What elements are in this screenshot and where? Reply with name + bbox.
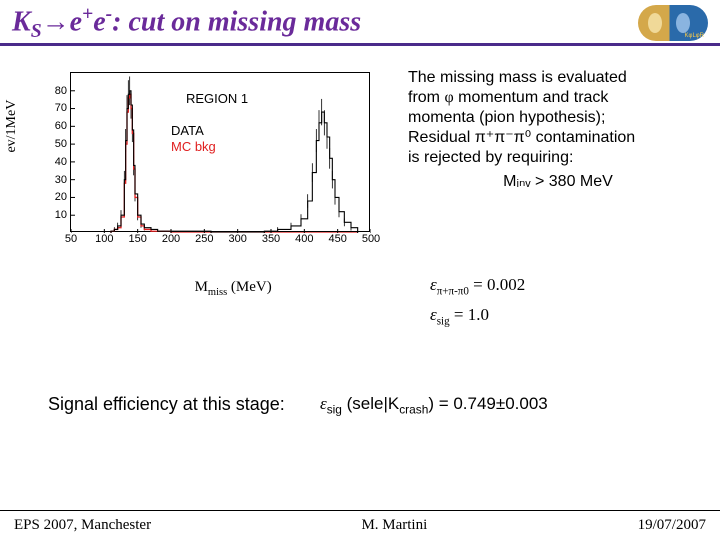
ytick: 40 [55,156,71,168]
xtick: 450 [328,231,346,245]
missing-mass-chart: ev/1MeV REGION 1 DATA MC bkg 10203040506… [30,66,390,276]
desc-l4b: contamination [531,129,635,146]
stage-eps-sub: sig [327,402,342,416]
ytick: 10 [55,209,71,221]
efficiency-block: επ+π-π0 = 0.002 εsig = 1.0 [430,271,525,331]
eps-sig-sub: sig [437,315,450,327]
ytick: 20 [55,191,71,203]
desc-line2: from φ momentum and track [408,88,708,108]
pion-symbols: π⁺π⁻π⁰ [475,129,531,146]
content-area: ev/1MeV REGION 1 DATA MC bkg 10203040506… [0,46,720,476]
chart-xlabel: Mmiss (MeV) [195,279,272,298]
xtick: 350 [262,231,280,245]
description-text: The missing mass is evaluated from φ mom… [408,68,708,192]
xlabel-unit: (MeV) [227,279,272,295]
chart-legend-data: DATA [171,123,204,140]
ytick: 30 [55,174,71,186]
xtick: 400 [295,231,313,245]
stage-efficiency-value: εsig (sele|Kcrash) = 0.749±0.003 [320,394,548,416]
xtick: 500 [362,231,380,245]
logo-text: KφLφR [685,33,704,39]
chart-ylabel: ev/1MeV [4,100,20,153]
stage-eps: ε [320,394,327,413]
eff-bkg: επ+π-π0 = 0.002 [430,271,525,301]
xlabel-sub: miss [208,287,227,298]
eps-bkg: ε [430,275,437,294]
title-rest: : cut on missing mass [112,6,361,37]
title-e1: e [70,6,82,37]
ytick: 80 [55,85,71,97]
stage-efficiency-label: Signal efficiency at this stage: [48,394,285,415]
stage-paren: (sele|K [342,394,399,413]
chart-region-label: REGION 1 [186,91,248,108]
ytick: 50 [55,138,71,150]
desc-line3: momenta (pion hypothesis); [408,108,708,128]
xlabel-M: M [195,279,208,295]
ytick: 60 [55,120,71,132]
chart-legend-mcbkg: MC bkg [171,139,216,156]
phi-symbol: φ [444,89,453,106]
title-sup-plus: + [82,4,93,25]
desc-line5: is rejected by requiring: [408,148,708,168]
xtick: 150 [128,231,146,245]
title-K: K [12,6,31,37]
eps-bkg-sub: π+π-π0 [437,285,469,297]
footer-center: M. Martini [361,517,427,534]
desc-line1: The missing mass is evaluated [408,68,708,88]
desc-l2b: momentum and track [454,89,609,106]
footer-right: 19/07/2007 [638,517,706,534]
footer: EPS 2007, Manchester M. Martini 19/07/20… [0,510,720,534]
xtick: 100 [95,231,113,245]
page-title: KS→e+e-: cut on missing mass [12,4,638,43]
eps-sig: ε [430,305,437,324]
xtick: 200 [162,231,180,245]
eps-sig-val: = 1.0 [450,305,489,324]
minv-cut: Mᵢₙᵥ > 380 MeV [408,172,708,192]
title-e2: e [93,6,105,37]
ytick: 70 [55,102,71,114]
title-arrow: → [42,6,70,37]
desc-line4: Residual π⁺π⁻π⁰ contamination [408,128,708,148]
title-bar: KS→e+e-: cut on missing mass KφLφR [0,0,720,46]
footer-left: EPS 2007, Manchester [14,517,151,534]
xtick: 50 [65,231,77,245]
stage-sub2: crash [399,402,428,416]
desc-l4a: Residual [408,129,475,146]
eff-sig: εsig = 1.0 [430,301,525,331]
xtick: 300 [228,231,246,245]
stage-val: ) = 0.749±0.003 [428,394,547,413]
kloe-logo: KφLφR [638,5,708,41]
eps-bkg-val: = 0.002 [469,275,525,294]
chart-plot-area: REGION 1 DATA MC bkg 1020304050607080501… [70,72,370,232]
xtick: 250 [195,231,213,245]
desc-l2a: from [408,89,444,106]
title-sub-S: S [31,21,42,42]
